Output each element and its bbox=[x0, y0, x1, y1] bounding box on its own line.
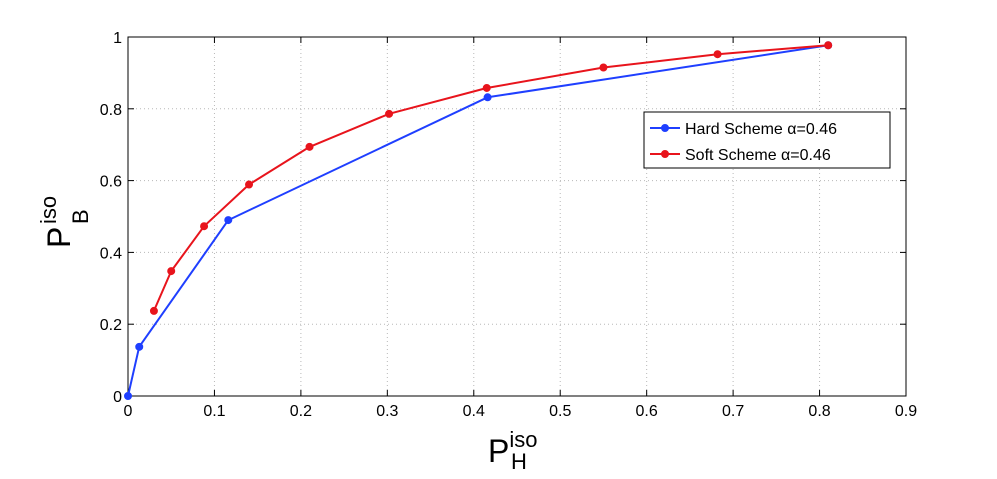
data-point-soft bbox=[824, 41, 833, 50]
y-tick-label: 1 bbox=[113, 30, 122, 47]
data-point-hard bbox=[483, 93, 492, 102]
x-tick-label: 0.2 bbox=[290, 403, 312, 420]
legend-label-soft: Soft Scheme α=0.46 bbox=[685, 147, 831, 164]
y-tick-label: 0 bbox=[113, 389, 122, 406]
legend: Hard Scheme α=0.46 Soft Scheme α=0.46 bbox=[643, 111, 891, 169]
legend-box bbox=[643, 111, 891, 169]
data-point-soft bbox=[385, 109, 394, 118]
data-point-soft bbox=[482, 83, 491, 92]
data-point-hard bbox=[135, 342, 144, 351]
x-tick-label: 0.9 bbox=[895, 403, 917, 420]
x-axis-label: Piso bbox=[488, 427, 537, 469]
x-tick-label: 0.6 bbox=[636, 403, 658, 420]
x-tick-label: 0.5 bbox=[549, 403, 571, 420]
x-tick-label: 0.4 bbox=[463, 403, 485, 420]
legend-marker-soft bbox=[661, 150, 669, 158]
y-tick-label: 0.2 bbox=[100, 317, 122, 334]
series-group bbox=[124, 41, 833, 400]
grid bbox=[128, 37, 906, 396]
y-axis-label-sup: iso bbox=[36, 196, 61, 224]
data-point-soft bbox=[305, 142, 314, 151]
y-tick-label: 0.8 bbox=[100, 102, 122, 119]
legend-marker-hard bbox=[661, 124, 669, 132]
data-point-soft bbox=[713, 50, 722, 59]
x-axis-label-sub: H bbox=[511, 449, 527, 474]
x-tick-label: 0.1 bbox=[203, 403, 225, 420]
plot-frame bbox=[127, 36, 907, 397]
data-point-hard bbox=[124, 392, 132, 400]
x-axis-label-sup: iso bbox=[509, 427, 537, 452]
y-axis-label-sub: B bbox=[68, 209, 93, 224]
x-tick-label: 0.7 bbox=[722, 403, 744, 420]
data-point-soft bbox=[599, 63, 608, 72]
y-axis-label: P iso B bbox=[36, 196, 93, 248]
series-line-soft bbox=[152, 44, 829, 312]
y-axis-label-main: P bbox=[41, 227, 77, 248]
data-point-soft bbox=[167, 267, 176, 276]
x-axis-label-main: P bbox=[488, 433, 509, 469]
data-point-hard bbox=[224, 216, 233, 225]
data-point-soft bbox=[245, 180, 254, 189]
x-tick-label: 0 bbox=[124, 403, 133, 420]
x-tick-label: 0.3 bbox=[376, 403, 398, 420]
legend-label-hard: Hard Scheme α=0.46 bbox=[685, 121, 837, 138]
y-tick-label: 0.6 bbox=[100, 174, 122, 191]
x-tick-label: 0.8 bbox=[808, 403, 830, 420]
data-point-soft bbox=[149, 306, 158, 315]
y-tick-label: 0.4 bbox=[100, 245, 122, 262]
data-point-soft bbox=[200, 222, 209, 231]
ticks: 0 0.1 0.2 0.3 0.4 0.5 0.6 0.7 0.8 0.9 0 0.2 0.4 0.6 0.… bbox=[100, 30, 917, 420]
